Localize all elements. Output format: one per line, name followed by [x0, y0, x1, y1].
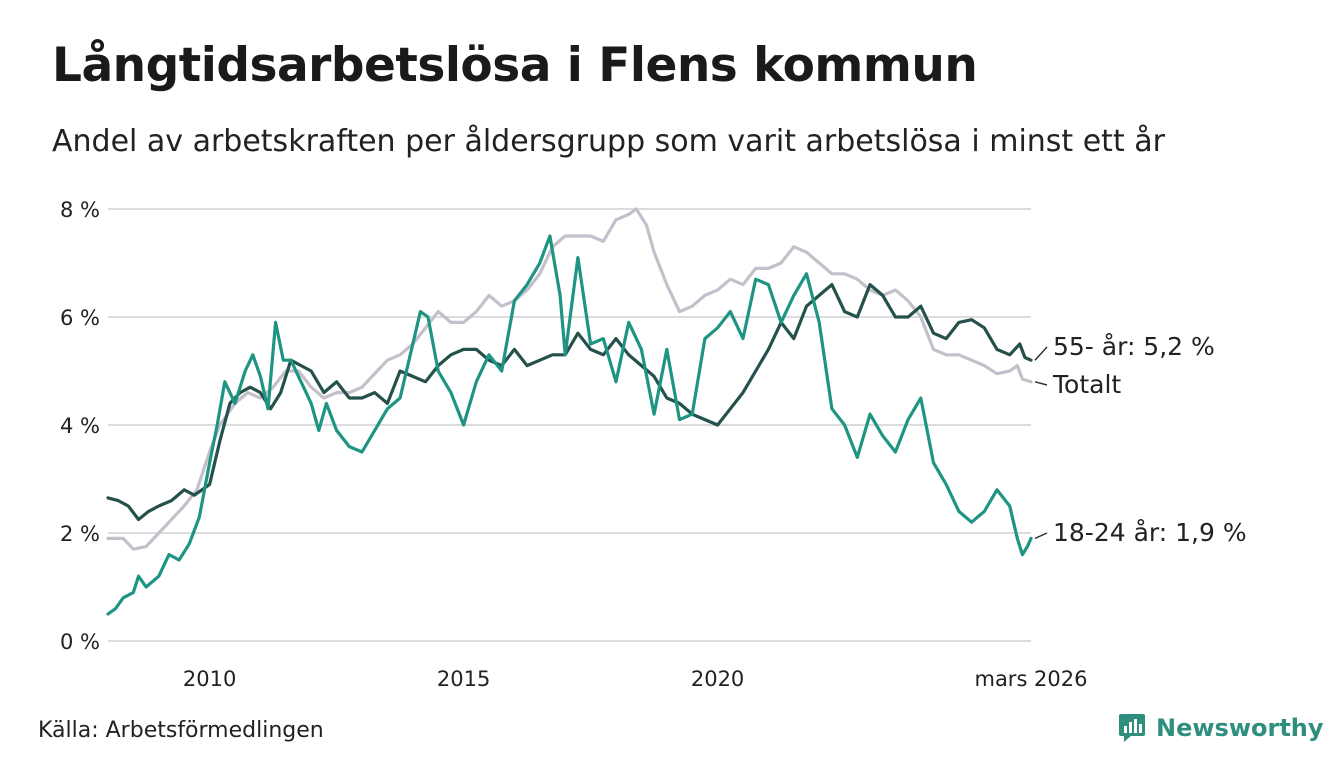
y-tick-label: 2 % — [60, 522, 100, 546]
brand-name: Newsworthy — [1156, 714, 1324, 742]
end-label-connector — [1034, 346, 1048, 361]
end-label: 18-24 år: 1,9 % — [1053, 518, 1247, 547]
end-labels: Totalt 55- år: 5,2 % 18-24 år: 1,9 % — [1034, 332, 1247, 547]
y-tick-label: 6 % — [60, 306, 100, 330]
x-axis-ticks: 2010 2015 2020 mars 2026 — [183, 667, 1088, 691]
end-label-connector — [1034, 532, 1048, 540]
series-line-totalt — [106, 207, 1033, 551]
end-label: 55- år: 5,2 % — [1053, 332, 1215, 361]
x-tick-label: 2020 — [691, 667, 744, 691]
source-note: Källa: Arbetsförmedlingen — [38, 718, 324, 743]
gridlines — [108, 208, 1031, 642]
x-tick-label: mars 2026 — [974, 667, 1087, 691]
series-line-18-24-r — [106, 234, 1033, 616]
x-tick-label: 2010 — [183, 667, 236, 691]
end-label-connector — [1034, 381, 1048, 386]
brand-logo: Newsworthy — [1118, 713, 1324, 743]
newsworthy-logo-icon — [1119, 714, 1145, 742]
series-lines — [106, 207, 1033, 616]
y-tick-label: 0 % — [60, 630, 100, 654]
y-tick-label: 8 % — [60, 198, 100, 222]
y-tick-label: 4 % — [60, 414, 100, 438]
y-axis-ticks: 0 % 2 % 4 % 6 % 8 % — [60, 198, 100, 654]
page-title: Långtidsarbetslösa i Flens kommun — [52, 38, 978, 93]
line-chart: 0 % 2 % 4 % 6 % 8 % 2010 2015 2020 mars 2026 To… — [60, 198, 1247, 691]
page-subtitle: Andel av arbetskraften per åldersgrupp s… — [52, 124, 1165, 159]
end-label: Totalt — [1052, 370, 1121, 399]
series-line-55-r — [106, 283, 1033, 522]
x-tick-label: 2015 — [437, 667, 490, 691]
